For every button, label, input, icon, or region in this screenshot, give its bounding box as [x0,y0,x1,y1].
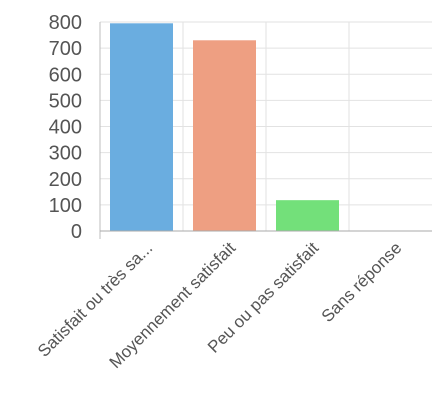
x-axis-category-labels: Satisfait ou très sa...Moyennement satis… [34,238,405,372]
axes [99,22,432,239]
y-tick-label: 100 [49,195,82,217]
y-tick-label: 300 [49,143,82,165]
bar[interactable] [110,23,173,232]
y-tick-label: 800 [49,12,82,34]
y-tick-label: 500 [49,90,82,112]
y-tick-label: 200 [49,169,82,191]
y-axis-tick-labels: 800 700 600 500 400 300 200 100 0 [49,12,82,243]
y-tick-label: 600 [49,64,82,86]
y-tick-label: 400 [49,117,82,139]
bar[interactable] [276,200,339,231]
bar[interactable] [193,40,256,231]
bars [110,23,422,232]
y-tick-label: 700 [49,38,82,60]
x-category-label: Sans réponse [318,238,406,326]
y-tick-label: 0 [71,221,82,243]
